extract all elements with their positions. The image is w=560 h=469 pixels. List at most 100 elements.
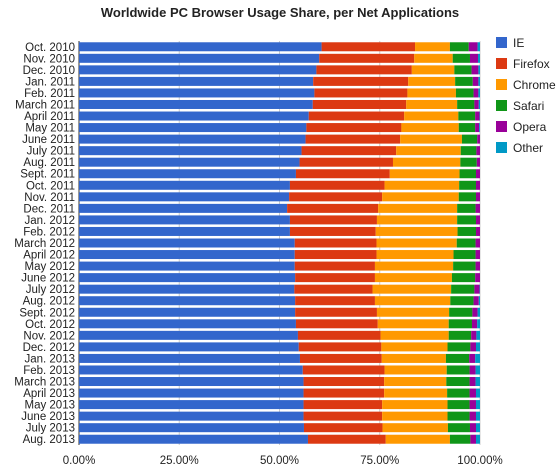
bar-chrome [380, 330, 449, 340]
y-tick-label: July 2012 [26, 284, 75, 296]
legend-label: Other [513, 141, 543, 155]
bar-ie [79, 307, 296, 317]
bar-firefox [295, 273, 375, 283]
bar-safari [458, 192, 476, 202]
bar-safari [459, 169, 476, 179]
bar-chrome [372, 284, 452, 294]
bar-other [475, 365, 480, 375]
bar-safari [457, 226, 476, 236]
bar-firefox [289, 192, 383, 202]
bar-opera [475, 123, 480, 133]
bar-other [475, 377, 480, 387]
y-tick-label: June 2013 [21, 411, 75, 423]
bar-ie [79, 238, 295, 248]
bar-ie [79, 434, 308, 444]
x-axis: 0.00% 25.00% 50.00% 75.00% 100.00% [63, 455, 503, 467]
bar-opera [471, 319, 478, 329]
bar-safari [459, 180, 476, 190]
bar-chrome [382, 411, 448, 421]
bar-firefox [295, 319, 378, 329]
bar-safari [453, 261, 476, 271]
bar-opera [470, 342, 476, 352]
bar-safari [451, 284, 475, 294]
bar-opera [469, 400, 476, 410]
bar-chrome [389, 169, 460, 179]
y-tick-label: Oct. 2011 [26, 180, 75, 192]
bar-safari [451, 273, 476, 283]
bar-ie [79, 377, 304, 387]
bar-firefox [297, 330, 381, 340]
y-tick-label: Oct. 2012 [25, 319, 75, 331]
bar-safari [461, 134, 478, 144]
bar-other [476, 330, 480, 340]
y-tick-label: March 2011 [15, 99, 75, 111]
legend-label: Opera [513, 120, 547, 134]
bar-chrome [414, 53, 453, 63]
bar-firefox [295, 296, 375, 306]
bar-ie [79, 192, 290, 202]
legend-label: Chrome [513, 78, 556, 92]
bar-opera [475, 250, 480, 260]
bar-other [475, 423, 480, 433]
bar-chrome [404, 111, 459, 121]
y-tick-label: April 2012 [23, 250, 75, 262]
y-tick-label: Dec. 2010 [23, 65, 75, 77]
bar-other [475, 388, 480, 398]
bar-safari [447, 342, 471, 352]
bar-firefox [303, 411, 383, 421]
y-tick-label: Nov. 2011 [24, 192, 75, 204]
bar-safari [460, 157, 477, 167]
bar-safari [455, 76, 473, 86]
legend-swatch [496, 79, 507, 90]
bar-chrome [406, 99, 458, 109]
legend-label: Firefox [513, 57, 550, 71]
bar-firefox [316, 65, 412, 75]
y-tick-label: Dec. 2012 [23, 342, 75, 354]
bar-firefox [308, 111, 405, 121]
bar-chrome [392, 157, 461, 167]
bar-chrome [376, 238, 457, 248]
legend-swatch [496, 37, 507, 48]
bar-ie [79, 411, 304, 421]
legend-label: Safari [513, 99, 544, 113]
bar-ie [79, 76, 314, 86]
bar-ie [79, 400, 304, 410]
bar-ie [79, 273, 296, 283]
bars [79, 42, 480, 444]
y-tick-label: April 2013 [23, 388, 75, 400]
bar-chrome [408, 76, 456, 86]
y-tick-label: March 2013 [14, 377, 75, 389]
bar-opera [473, 88, 479, 98]
bar-firefox [298, 342, 382, 352]
bar-chrome [401, 123, 459, 133]
x-tick-label: 75.00% [360, 455, 399, 467]
bar-ie [79, 169, 296, 179]
bar-opera [471, 65, 479, 75]
bar-firefox [295, 307, 377, 317]
bar-opera [472, 307, 478, 317]
bar-opera [475, 215, 480, 225]
y-tick-label: July 2011 [27, 146, 75, 158]
y-tick-label: March 2012 [14, 238, 75, 250]
bar-opera [469, 353, 476, 363]
bar-ie [79, 423, 304, 433]
bar-chrome [381, 353, 446, 363]
bar-chrome [384, 180, 460, 190]
bar-opera [469, 53, 478, 63]
bar-opera [472, 76, 479, 86]
bar-safari [445, 353, 470, 363]
bar-opera [475, 273, 480, 283]
bar-firefox [303, 400, 383, 410]
bar-safari [456, 238, 476, 248]
bar-other [475, 411, 480, 421]
bar-ie [79, 226, 290, 236]
bar-safari [453, 250, 476, 260]
legend-swatch [496, 100, 507, 111]
y-tick-label: June 2012 [21, 273, 75, 285]
bar-opera [476, 146, 480, 156]
bar-chrome [384, 388, 448, 398]
bar-chrome [381, 342, 448, 352]
bar-chrome [384, 377, 447, 387]
bar-chrome [382, 400, 448, 410]
bar-ie [79, 388, 304, 398]
